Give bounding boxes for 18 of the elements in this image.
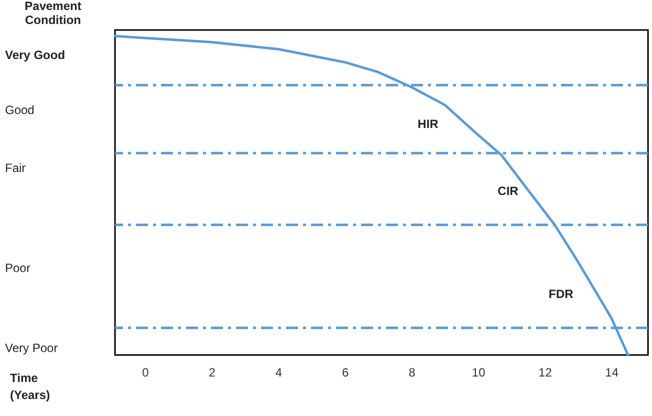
annotation: FDR xyxy=(548,287,574,301)
text: Very Poor xyxy=(5,341,58,355)
x-tick-label: 4 xyxy=(275,366,282,380)
text: Poor xyxy=(5,261,30,275)
annotation: CIR xyxy=(498,184,519,198)
x-tick-label: 14 xyxy=(605,366,619,380)
x-tick-label: 8 xyxy=(408,366,416,380)
text: Time (Years) xyxy=(10,371,50,402)
x-tick-label: 0 xyxy=(142,366,150,380)
x-tick-label: 10 xyxy=(472,366,486,380)
annotation: HIR xyxy=(418,117,439,131)
x-tick-label: 12 xyxy=(538,366,552,380)
x-tick-label: 6 xyxy=(342,366,350,380)
x-tick-label: 2 xyxy=(208,366,216,380)
text: Good xyxy=(5,103,34,117)
text: Fair xyxy=(5,161,26,175)
text: Very Good xyxy=(5,48,66,62)
y-axis-title: Pavement Condition xyxy=(24,0,82,27)
